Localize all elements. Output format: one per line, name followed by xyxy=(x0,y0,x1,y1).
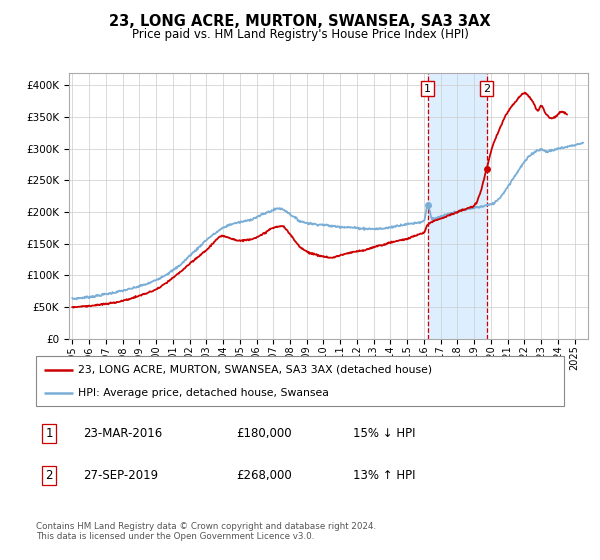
FancyBboxPatch shape xyxy=(36,356,564,406)
Text: 2: 2 xyxy=(46,469,53,482)
Text: £180,000: £180,000 xyxy=(236,427,292,440)
Text: 23, LONG ACRE, MURTON, SWANSEA, SA3 3AX: 23, LONG ACRE, MURTON, SWANSEA, SA3 3AX xyxy=(109,14,491,29)
Text: £268,000: £268,000 xyxy=(236,469,292,482)
Bar xyxy=(428,73,487,339)
Text: 1: 1 xyxy=(46,427,53,440)
Text: 13% ↑ HPI: 13% ↑ HPI xyxy=(353,469,415,482)
Text: 27-SEP-2019: 27-SEP-2019 xyxy=(83,469,158,482)
Text: 15% ↓ HPI: 15% ↓ HPI xyxy=(353,427,415,440)
Text: Contains HM Land Registry data © Crown copyright and database right 2024.
This d: Contains HM Land Registry data © Crown c… xyxy=(36,522,376,542)
Text: 2: 2 xyxy=(483,83,490,94)
Text: HPI: Average price, detached house, Swansea: HPI: Average price, detached house, Swan… xyxy=(78,389,329,398)
Text: 1: 1 xyxy=(424,83,431,94)
Text: Price paid vs. HM Land Registry's House Price Index (HPI): Price paid vs. HM Land Registry's House … xyxy=(131,28,469,41)
Text: 23-MAR-2016: 23-MAR-2016 xyxy=(83,427,163,440)
Text: 23, LONG ACRE, MURTON, SWANSEA, SA3 3AX (detached house): 23, LONG ACRE, MURTON, SWANSEA, SA3 3AX … xyxy=(78,365,433,375)
